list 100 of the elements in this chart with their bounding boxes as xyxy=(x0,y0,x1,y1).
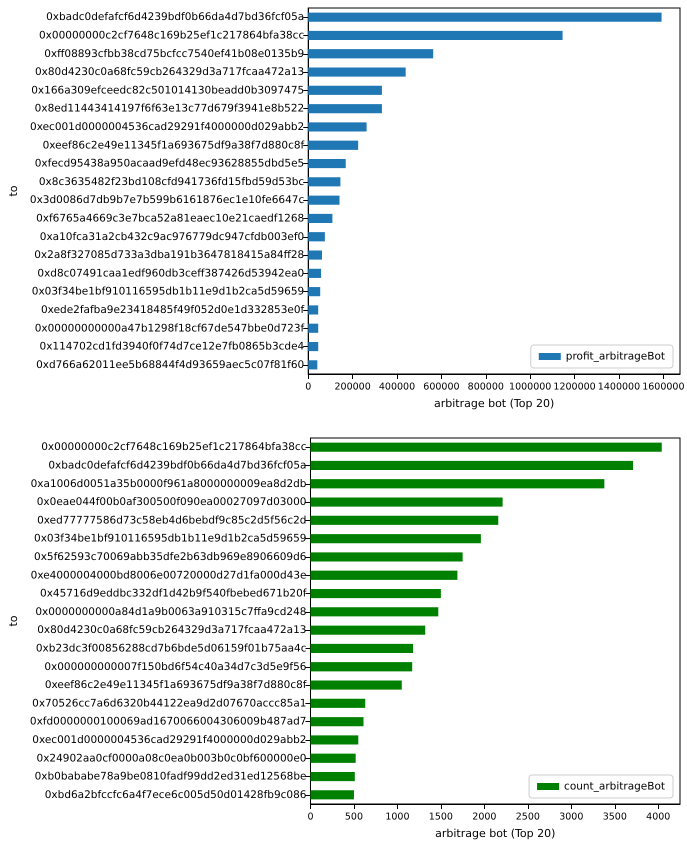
x-tick-label: 1200000 xyxy=(553,382,596,392)
bar xyxy=(310,698,366,708)
y-tick-label: 0x114702cd1fd3940f0f74d7ce12e7fb0865b3cde4 xyxy=(40,340,305,353)
bar xyxy=(310,754,356,763)
x-tick-label: 4000 xyxy=(646,812,670,822)
bar xyxy=(310,626,426,635)
x-tick-label: 1000000 xyxy=(509,382,552,392)
bar xyxy=(310,790,354,800)
bar xyxy=(308,104,382,114)
bar xyxy=(310,442,662,452)
bar xyxy=(310,460,634,470)
y-tick-label: 0x80d4230c0a68fc59cb264329d3a717fcaa472a13 xyxy=(37,624,306,636)
y-tick-label: 0x2a8f327085d733a3dba191b3647818415a84ff28 xyxy=(34,249,304,262)
x-tick-label: 2500 xyxy=(516,812,540,822)
x-tick-label: 2000 xyxy=(472,812,496,822)
x-tick-label: 600000 xyxy=(423,382,460,392)
bar xyxy=(308,196,340,205)
bar xyxy=(308,122,367,132)
bar xyxy=(310,680,402,690)
y-tick-label: 0x5f62593c70069abb35dfe2b63db969e8906609d6 xyxy=(34,550,307,563)
y-tick-label: 0xa10fca31a2cb432c9ac976779dc947cfdb003ef0 xyxy=(40,230,304,243)
x-tick-label: 3000 xyxy=(559,812,584,822)
y-tick-label: 0xec001d0000004536cad29291f4000000d029abb2 xyxy=(32,734,306,746)
bar xyxy=(308,250,322,260)
y-tick-label: 0x45716d9eddbc332df1d42b9f540fbebed671b20f xyxy=(40,588,307,600)
y-tick-label: 0xbd6a2bfccfc6a4f7ece6c005d50d01428fb9c086 xyxy=(44,788,307,801)
bar xyxy=(308,214,332,224)
y-tick-label: 0xb0bababe78a9be0810fadf99dd2ed31ed12568be xyxy=(34,770,306,783)
y-tick-label: 0xfecd95438a950acaad9efd48ec93628855dbd5e5 xyxy=(34,158,304,170)
y-tick-label: 0xb23dc3f00856288cd7b6bde5d06159f01b75aa4c xyxy=(36,642,307,654)
y-tick-label: 0xeef86c2e49e11345f1a693675df9a38f7d880c8f xyxy=(42,139,305,152)
y-tick-label: 0x03f34be1bf910116595db1b11e9d1b2ca5d59659 xyxy=(32,286,304,298)
bar xyxy=(308,287,320,296)
bar xyxy=(308,177,340,186)
x-axis-title: arbitrage bot (Top 20) xyxy=(435,827,556,840)
bar xyxy=(308,268,322,278)
y-tick-label: 0x0000000000a84d1a9b0063a910315c7ffa9cd248 xyxy=(35,606,306,618)
y-tick-label: 0xed77777586d73c58eb4d6bebdf9c85c2d5f56c2d xyxy=(37,514,306,526)
x-tick-label: 1500 xyxy=(428,812,453,822)
x-tick-label: 500 xyxy=(344,812,364,822)
y-tick-label: 0x03f34be1bf910116595db1b11e9d1b2ca5d59659 xyxy=(34,532,306,545)
y-tick-label: 0x80d4230c0a68fc59cb264329d3a717fcaa472a13 xyxy=(34,66,304,78)
bar xyxy=(308,140,358,150)
y-tick-label: 0x000000000007f150bd6f54c40a34d7c3d5e9f56 xyxy=(44,660,307,673)
y-tick-label: 0xa1006d0051a35b0000f961a8000000009ea8d2db xyxy=(30,478,307,490)
bar xyxy=(308,12,662,22)
y-tick-label: 0x8c3635482f23bd108cfd941736fd15fbd59d53bc xyxy=(38,176,304,188)
bar xyxy=(310,717,364,726)
y-tick-label: 0x00000000c2cf7648c169b25ef1c217864bfa38cc xyxy=(41,441,307,454)
y-tick-label: 0x166a309efceedc82c501014130beadd0b3097475 xyxy=(31,84,304,96)
y-tick-label: 0xec001d0000004536cad29291f4000000d029abb2 xyxy=(30,120,304,133)
y-tick-label: 0x00000000000a47b1298f18cf67de547bbe0d723f xyxy=(34,322,305,334)
legend-label: count_arbitrageBot xyxy=(564,780,666,792)
y-tick-label: 0xbadc0defafcf6d4239bdf0b66da4d7bd36fcf05a xyxy=(48,459,306,472)
y-tick-label: 0x3d0086d7db9b7e7b599b6161876ec1e10fe6647c xyxy=(30,194,304,206)
y-tick-label: 0xff08893cfbb38cd75bcfcc7540ef41b08e0135b9 xyxy=(44,48,304,60)
x-tick-label: 1000 xyxy=(385,812,410,822)
y-axis-title: to xyxy=(7,615,20,627)
y-tick-label: 0xe4000004000bd8006e00720000d27d1fa000d43e xyxy=(30,569,306,582)
x-tick-label: 0 xyxy=(305,382,312,392)
bar xyxy=(310,588,441,598)
y-tick-label: 0x8ed11443414197f6f63e13c77d679f3941e8b522 xyxy=(34,102,304,115)
x-tick-label: 3500 xyxy=(602,812,627,822)
bar xyxy=(310,497,503,507)
bar xyxy=(308,342,318,352)
x-tick-label: 200000 xyxy=(334,382,371,392)
bar xyxy=(310,772,355,782)
bar xyxy=(308,49,434,58)
bar xyxy=(310,570,458,580)
bar xyxy=(308,158,346,168)
bar xyxy=(310,479,604,488)
y-tick-label: 0xeef86c2e49e11345f1a693675df9a38f7d880c8f xyxy=(44,679,307,692)
bar xyxy=(308,324,318,333)
y-tick-label: 0xd8c07491caa1edf960db3ceff387426d53942ea0 xyxy=(37,267,304,280)
bar xyxy=(308,305,318,315)
legend-label: profit_arbitrageBot xyxy=(566,350,666,362)
y-tick-label: 0x24902aa0cf0000a08c0ea0b003b0c0bf600000e0 xyxy=(36,752,306,764)
y-tick-label: 0xede2fafba9e23418485f49f052d0e1d332853e0f xyxy=(41,304,305,316)
bar xyxy=(310,607,438,616)
bar xyxy=(310,534,481,544)
y-axis-title: to xyxy=(7,185,20,197)
bar xyxy=(308,30,563,40)
bar xyxy=(310,516,498,525)
bar xyxy=(308,232,325,242)
y-tick-label: 0xbadc0defafcf6d4239bdf0b66da4d7bd36fcf05a xyxy=(46,11,304,24)
bar xyxy=(310,644,414,654)
y-tick-label: 0x70526cc7a6d6320b44122ea9d2d07670accc85a1 xyxy=(32,697,306,710)
bar xyxy=(310,735,358,745)
y-tick-label: 0xf6765a4669c3e7bca52a81eaec10e21caedf1268 xyxy=(36,212,304,224)
y-tick-label: 0x0eae044f00b0af300500f090ea00027097d03000 xyxy=(36,496,306,508)
bar xyxy=(308,86,382,95)
y-tick-label: 0xfd0000000100069ad1670066004306009b487ad7 xyxy=(30,716,306,728)
bar xyxy=(308,67,406,77)
bar xyxy=(310,552,463,562)
y-tick-label: 0xd766a62011ee5b68844f4d93659aec5c07f81f60 xyxy=(36,358,304,371)
x-tick-label: 1400000 xyxy=(598,382,640,392)
x-axis-title: arbitrage bot (Top 20) xyxy=(434,397,554,410)
x-tick-label: 0 xyxy=(307,812,314,822)
bar xyxy=(308,360,318,370)
x-tick-label: 400000 xyxy=(378,382,416,392)
